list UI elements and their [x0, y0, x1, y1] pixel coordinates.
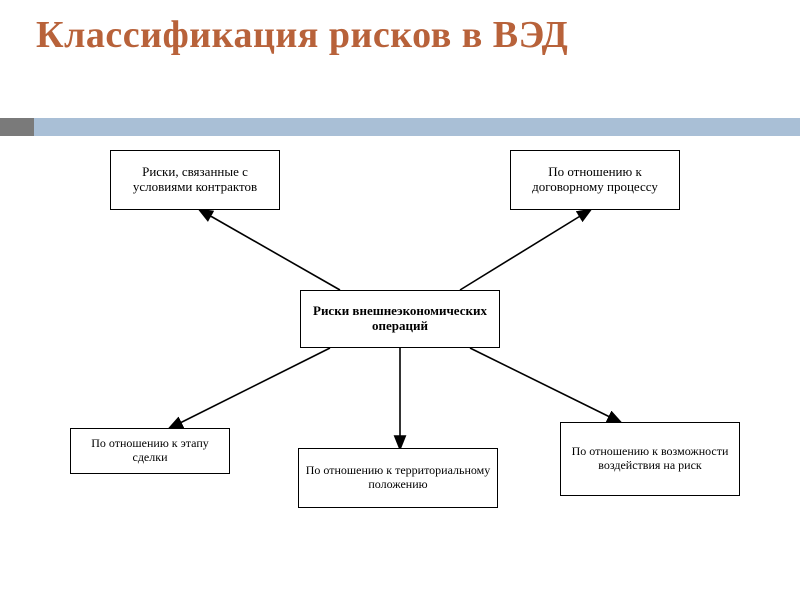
accent-rule-band: [34, 118, 800, 136]
edge-center-br: [470, 348, 620, 422]
edge-center-tl: [200, 210, 340, 290]
node-br: По отношению к возможности воздействия н…: [560, 422, 740, 496]
risk-diagram: Риски внешнеэкономических операций Риски,…: [0, 140, 800, 560]
node-bl: По отношению к этапу сделки: [70, 428, 230, 474]
node-center: Риски внешнеэкономических операций: [300, 290, 500, 348]
edge-center-tr: [460, 210, 590, 290]
edge-center-bl: [170, 348, 330, 428]
node-tl: Риски, связанные с условиями контрактов: [110, 150, 280, 210]
page-title: Классификация рисков в ВЭД: [36, 14, 568, 57]
node-tr: По отношению к договорному процессу: [510, 150, 680, 210]
node-bc: По отношению к территориальному положени…: [298, 448, 498, 508]
accent-rule-left: [0, 118, 34, 136]
slide: Классификация рисков в ВЭД Риски внешнеэ…: [0, 0, 800, 600]
